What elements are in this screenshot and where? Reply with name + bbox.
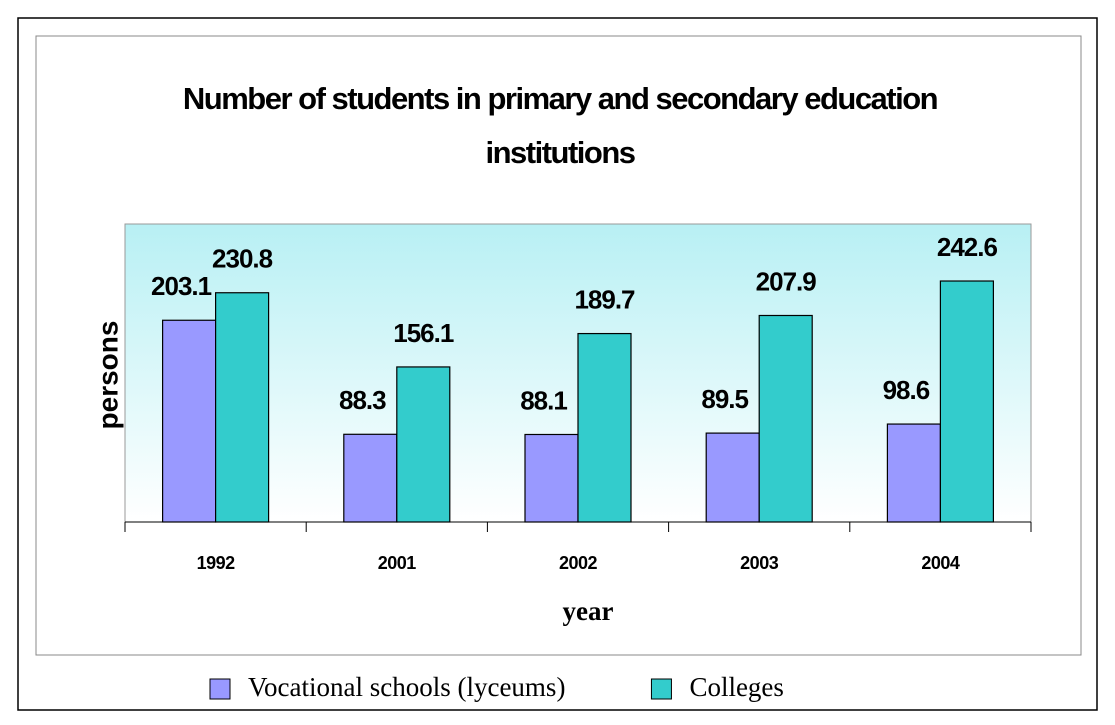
x-axis-label: year (563, 596, 614, 626)
bar (886, 423, 942, 523)
data-label: 230.8 (212, 244, 273, 274)
data-label: 203.1 (151, 271, 212, 301)
bar (396, 366, 451, 523)
legend-label: Colleges (689, 672, 784, 702)
legend-swatch (650, 678, 672, 700)
bar (577, 332, 632, 523)
data-label: 88.1 (520, 385, 567, 415)
chart-frame (35, 35, 1082, 656)
x-tick-label: 2002 (559, 553, 598, 573)
bar (758, 314, 813, 523)
x-tick-label: 2004 (921, 553, 960, 573)
x-tick-label: 2001 (378, 553, 417, 573)
data-label: 88.3 (339, 385, 386, 415)
data-label: 207.9 (756, 266, 817, 296)
legend-label: Vocational schools (lyceums) (248, 672, 565, 702)
outer-frame (17, 17, 1098, 711)
data-label: 98.6 (883, 375, 930, 405)
data-label: 189.7 (574, 284, 635, 314)
data-label: 242.6 (937, 232, 998, 262)
data-label: 89.5 (701, 384, 748, 414)
y-axis-label: persons (92, 321, 123, 430)
bar (524, 433, 579, 523)
bar (939, 280, 995, 523)
bar (215, 292, 270, 523)
bar (343, 433, 398, 523)
bar (162, 319, 217, 523)
x-tick-label: 2003 (740, 553, 779, 573)
chart-title: Number of students in primary and second… (182, 81, 939, 170)
legend-swatch (209, 678, 231, 700)
x-tick-label: 1992 (197, 553, 236, 573)
bar (705, 432, 760, 523)
data-label: 156.1 (393, 318, 454, 348)
